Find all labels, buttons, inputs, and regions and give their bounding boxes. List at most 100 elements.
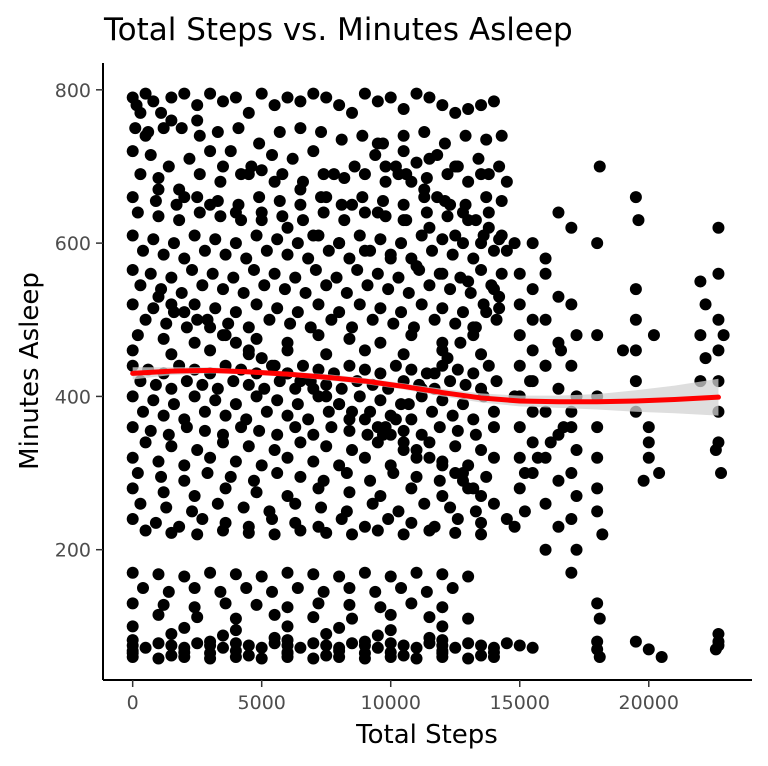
data-point (134, 168, 147, 181)
data-point (374, 367, 387, 380)
data-point (162, 160, 175, 173)
data-point (410, 156, 423, 169)
data-point (126, 229, 139, 242)
data-point (444, 198, 457, 211)
data-point (325, 421, 338, 434)
data-point (291, 306, 304, 319)
data-point (242, 378, 255, 391)
data-point (180, 421, 193, 434)
data-point (346, 405, 359, 418)
data-point (653, 467, 666, 480)
data-point (289, 271, 302, 284)
x-tick-label: 15000 (490, 692, 550, 714)
data-point (165, 114, 178, 127)
data-point (281, 409, 294, 422)
data-point (312, 298, 325, 311)
data-point (358, 520, 371, 533)
data-point (343, 359, 356, 372)
data-point (144, 148, 157, 161)
data-point (475, 263, 488, 276)
data-point (346, 198, 359, 211)
data-point (469, 214, 482, 227)
data-point (281, 248, 294, 261)
data-point (266, 513, 279, 526)
data-point (137, 244, 149, 257)
data-point (361, 428, 374, 441)
data-point (296, 214, 309, 227)
data-point (294, 198, 307, 211)
data-point (513, 482, 526, 495)
data-point (552, 520, 565, 533)
data-point (165, 91, 178, 104)
data-point (444, 375, 457, 388)
data-point (456, 306, 469, 319)
data-point (271, 467, 284, 480)
data-point (139, 87, 152, 100)
data-point (139, 313, 152, 326)
data-point (539, 405, 552, 418)
data-point (198, 244, 211, 257)
data-point (294, 524, 307, 537)
data-point (204, 344, 217, 357)
data-point (513, 329, 526, 342)
y-tick-label: 800 (55, 80, 91, 102)
data-point (196, 513, 209, 526)
data-point (513, 298, 526, 311)
data-point (186, 263, 199, 276)
data-point (358, 413, 371, 426)
data-point (526, 436, 539, 449)
data-point (126, 482, 139, 495)
data-point (467, 252, 480, 265)
data-point (224, 145, 237, 158)
data-point (294, 95, 307, 108)
data-point (366, 497, 379, 510)
data-point (475, 237, 488, 250)
data-point (480, 191, 493, 204)
data-point (493, 290, 506, 303)
data-point (204, 635, 217, 648)
data-point (392, 168, 405, 181)
data-point (152, 183, 165, 196)
data-point (219, 409, 232, 422)
data-point (263, 313, 276, 326)
data-point (229, 336, 242, 349)
data-point (320, 279, 333, 292)
data-point (405, 363, 418, 376)
data-point (250, 332, 263, 345)
data-point (467, 413, 480, 426)
data-point (229, 624, 242, 637)
data-point (268, 267, 281, 280)
data-point (500, 513, 513, 526)
data-point (299, 286, 312, 299)
data-point (178, 474, 191, 487)
data-point (338, 171, 351, 184)
data-point (229, 612, 242, 625)
data-point (358, 566, 371, 579)
data-point (250, 598, 263, 611)
data-point (157, 248, 170, 261)
data-point (152, 608, 165, 621)
data-point (165, 348, 178, 361)
data-point (462, 652, 475, 665)
data-point (420, 206, 433, 219)
data-point (446, 409, 459, 422)
data-point (191, 191, 204, 204)
data-point (235, 421, 248, 434)
data-point (699, 352, 712, 365)
data-point (126, 597, 139, 610)
data-point (539, 497, 552, 510)
data-point (188, 298, 201, 311)
data-point (596, 528, 609, 541)
data-point (333, 99, 346, 112)
data-point (451, 363, 464, 376)
data-point (436, 634, 449, 647)
data-point (712, 635, 725, 648)
data-point (281, 620, 294, 633)
data-point (126, 263, 139, 276)
data-point (229, 206, 242, 219)
data-point (165, 649, 178, 662)
data-point (322, 405, 335, 418)
data-point (480, 306, 493, 319)
data-point (206, 267, 219, 280)
data-point (201, 467, 214, 480)
